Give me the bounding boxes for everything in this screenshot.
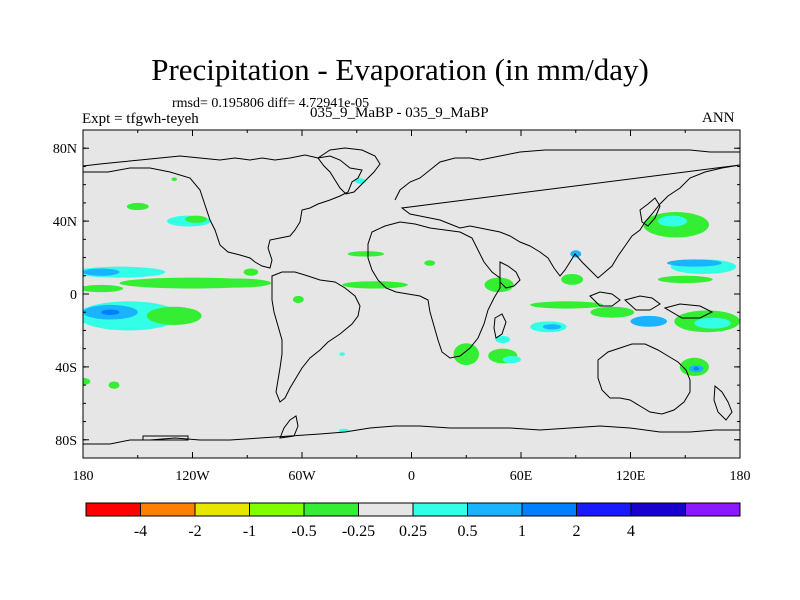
y-tick-label: 80S	[55, 434, 77, 449]
colorbar-label: -4	[134, 523, 147, 540]
greenland-green	[171, 177, 177, 182]
itcz-pacific-west-green	[83, 284, 124, 293]
indian-equatorial-green	[530, 301, 604, 309]
colorbar-label: -0.5	[291, 523, 316, 540]
coastline-antarctica	[83, 425, 740, 445]
x-tick-label: 0	[408, 469, 415, 484]
colorbar-label: -1	[243, 523, 256, 540]
colorbar-label: 0.25	[399, 523, 427, 540]
axis-layer: 80N 40N 0 40S 80S 180 120W 60W 0 60E 120E 180	[53, 129, 751, 484]
coastline-south-america	[271, 271, 361, 403]
north-pacific-green	[126, 202, 149, 211]
central-america-green	[243, 268, 259, 276]
south-pacific-east-green	[146, 306, 202, 325]
x-tick-label: 180	[730, 469, 751, 484]
x-tick-label: 60E	[510, 469, 533, 484]
maritime-blue	[630, 315, 667, 327]
colorbar-label: 1	[518, 523, 526, 540]
coastline-greenland	[317, 147, 381, 195]
itcz-pacific-east-green	[205, 278, 271, 288]
colorbar-label: 0.5	[458, 523, 478, 540]
caribbean-green	[424, 260, 436, 266]
north-pacific-green-2	[185, 215, 208, 223]
south-pacific-deep	[101, 309, 120, 315]
south-indian-cyan	[495, 335, 511, 344]
south-australia-deep	[693, 366, 699, 371]
colorbar-swatch	[85, 502, 141, 517]
y-tick-label: 40N	[53, 215, 77, 230]
amazon-green	[292, 295, 304, 304]
coastline-antarctic-peninsula	[279, 415, 299, 439]
south-pacific-convergence-cyan	[694, 317, 731, 329]
indian-green	[561, 273, 584, 285]
x-tick-label: 120W	[175, 469, 210, 484]
north-subtropic-pacific-blue	[83, 268, 120, 276]
coastline-ross-shelf	[142, 435, 189, 441]
colorbar-swatch	[194, 502, 250, 517]
colorbar-swatch	[249, 502, 305, 517]
india-blue	[570, 250, 582, 258]
colorbar-swatch	[576, 502, 632, 517]
west-pacific-blue	[667, 259, 722, 267]
colorbar-label: 4	[627, 523, 635, 540]
colorbar-label: 2	[573, 523, 581, 540]
subtitle: 035_9_MaBP - 035_9_MaBP	[310, 105, 489, 121]
africa-green	[484, 277, 514, 293]
y-tick-label: 80N	[53, 142, 77, 157]
colorbar-swatch	[685, 502, 741, 517]
map-title: Precipitation - Evaporation (in mm/day)	[151, 52, 649, 87]
coastline-arabia	[499, 261, 521, 289]
colorbar-swatch	[412, 502, 468, 517]
map-background	[83, 130, 740, 458]
coastline-madagascar	[493, 313, 507, 339]
season-label: ANN	[702, 110, 735, 126]
x-tick-label: 180	[73, 469, 94, 484]
experiment-label: Expt = tfgwh-teyeh	[82, 111, 199, 127]
coastline-japan	[639, 197, 661, 227]
stats-line: rmsd= 0.195806 diff= 4.72941e-05	[172, 96, 370, 111]
coastline-australia	[597, 343, 691, 415]
y-tick-label: 0	[70, 288, 77, 303]
x-tick-label: 120E	[616, 469, 646, 484]
colorbar-swatch	[467, 502, 523, 517]
indian-south-blue	[542, 324, 562, 330]
south-atlantic-cyan	[502, 355, 521, 364]
colorbar-swatch	[140, 502, 196, 517]
kuroshio-cyan	[657, 215, 688, 227]
colorbar-label: -0.25	[342, 523, 375, 540]
colorbar-swatch	[630, 502, 686, 517]
aleutian-green	[83, 377, 91, 386]
colorbar-swatch	[358, 502, 414, 517]
colorbar-swatch	[521, 502, 577, 517]
field-layer	[83, 177, 740, 433]
coastline-layer	[83, 147, 740, 445]
colorbar: -4 -2 -1 -0.5 -0.25 0.25 0.5 1 2 4	[85, 502, 741, 540]
atlantic-itcz-green	[342, 281, 408, 289]
amazon-cyan	[339, 352, 345, 356]
coastline-new-zealand	[713, 384, 733, 421]
x-tick-label: 60W	[288, 469, 316, 484]
south-africa-green	[453, 343, 480, 366]
coastline-indonesia	[589, 291, 714, 319]
coastline-africa	[367, 221, 501, 359]
atlantic-green	[347, 251, 385, 257]
west-pacific-green	[657, 275, 713, 284]
colorbar-swatch	[303, 502, 359, 517]
coastline-eurasia	[394, 149, 740, 279]
south-pacific-small	[108, 381, 120, 389]
maritime-green	[590, 306, 635, 318]
colorbar-label: -2	[188, 523, 201, 540]
coastline-north-america	[83, 154, 363, 269]
y-tick-label: 40S	[55, 361, 77, 376]
